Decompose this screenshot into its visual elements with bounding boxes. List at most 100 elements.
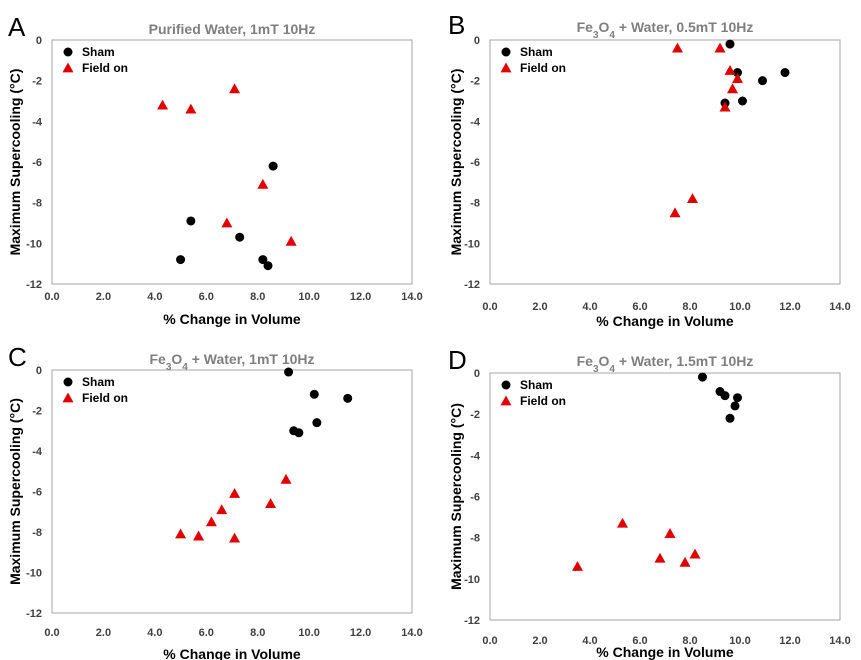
legend-label: Sham [520, 45, 553, 59]
data-point [687, 193, 698, 203]
x-tick-label: 10.0 [729, 635, 750, 647]
series-field-on [669, 42, 743, 218]
x-tick-label: 2.0 [532, 301, 547, 313]
x-tick-label: 6.0 [632, 301, 647, 313]
x-tick-label: 0.0 [482, 301, 497, 313]
x-tick-label: 6.0 [632, 635, 647, 647]
data-point [284, 367, 294, 377]
x-tick-label: 8.0 [682, 301, 697, 313]
data-point [205, 516, 217, 527]
panel-letter: B [448, 10, 465, 40]
y-tick-label: -12 [26, 279, 42, 291]
data-point [669, 207, 681, 218]
data-point [689, 548, 701, 559]
x-tick-label: 0.0 [44, 291, 59, 303]
series-field-on [157, 83, 297, 246]
x-tick-label: 4.0 [582, 301, 597, 313]
y-tick-label: -4 [470, 116, 481, 128]
legend: Sham Field on [62, 45, 128, 75]
data-point [343, 393, 353, 403]
y-tick-label: -6 [470, 492, 480, 504]
plot-area [51, 369, 413, 614]
data-point [732, 73, 743, 84]
legend-label: Field on [82, 391, 128, 405]
data-point [727, 83, 738, 94]
x-tick-label: 4.0 [147, 627, 162, 639]
data-point [257, 178, 269, 189]
data-point [664, 528, 676, 538]
x-tick-label: 8.0 [682, 635, 697, 647]
chart-panel-c: C Fe3O4 + Water, 1mT 10Hz 0 -2 -4 -6 -8 -10 -120… [7, 342, 423, 660]
x-tick-label: 8.0 [250, 627, 265, 639]
x-tick-label: 12.0 [779, 635, 800, 647]
data-point [229, 532, 241, 543]
x-tick-label: 14.0 [829, 635, 850, 647]
legend-label: Field on [520, 394, 566, 408]
y-tick-label: -6 [470, 157, 480, 169]
x-tick-label: 10.0 [298, 627, 319, 639]
legend-marker [63, 47, 73, 57]
x-tick-label: 4.0 [582, 635, 597, 647]
plot-area [489, 39, 841, 285]
y-tick-label: 0 [36, 365, 42, 377]
legend-label: Sham [82, 45, 115, 59]
legend-label: Sham [82, 375, 115, 389]
x-tick-label: 4.0 [147, 291, 162, 303]
x-tick-label: 0.0 [482, 635, 497, 647]
data-point [268, 161, 278, 171]
legend-marker [62, 62, 74, 73]
chart-panel-b: B Fe3O4 + Water, 0.5mT 10Hz 0 -2 -4 -6 -8 -10 -1… [448, 10, 851, 329]
x-tick-label: 12.0 [350, 627, 371, 639]
x-axis-label: % Change in Volume [163, 646, 301, 660]
y-tick-label: -8 [470, 198, 480, 210]
x-tick-label: 6.0 [199, 627, 214, 639]
y-axis-label: Maximum Supercooling (°C) [7, 69, 23, 256]
data-point [216, 504, 228, 515]
legend-marker [62, 392, 74, 403]
data-point [758, 76, 767, 86]
y-tick-label: 0 [474, 368, 480, 380]
legend: Sham Field on [500, 45, 566, 75]
data-point [185, 103, 197, 114]
y-tick-label: -4 [32, 116, 43, 128]
y-tick-label: -8 [470, 533, 480, 545]
data-point [714, 42, 726, 53]
x-tick-label: 14.0 [401, 627, 422, 639]
y-tick-label: 0 [474, 35, 480, 47]
data-point [294, 428, 304, 438]
x-tick-label: 2.0 [96, 291, 111, 303]
y-tick-label: -6 [32, 157, 42, 169]
y-tick-label: -4 [470, 450, 481, 462]
chart-title: Fe3O4 + Water, 0.5mT 10Hz [577, 19, 754, 41]
data-point [780, 68, 790, 78]
data-point [258, 255, 268, 265]
data-point [719, 101, 731, 112]
x-tick-label: 14.0 [401, 291, 422, 303]
x-axis-label: % Change in Volume [163, 311, 301, 327]
legend-marker [63, 377, 73, 387]
panel-letter: C [8, 342, 27, 372]
data-point [263, 261, 273, 271]
x-tick-label: 10.0 [729, 301, 750, 313]
data-point [698, 372, 707, 382]
panel-letter: D [448, 345, 467, 375]
x-tick-label: 8.0 [250, 291, 265, 303]
panel-letter: A [8, 12, 26, 42]
legend-marker [501, 47, 511, 57]
data-point [724, 65, 736, 75]
data-point [221, 217, 233, 228]
y-tick-label: -2 [470, 409, 480, 421]
legend-marker [500, 395, 512, 406]
y-tick-label: -8 [32, 198, 42, 210]
y-tick-label: -10 [464, 238, 480, 250]
x-tick-label: 12.0 [779, 301, 800, 313]
x-tick-label: 2.0 [532, 635, 547, 647]
data-point [309, 389, 319, 399]
legend-marker [501, 380, 511, 390]
chart-title: Purified Water, 1mT 10Hz [149, 21, 316, 37]
x-tick-label: 2.0 [96, 627, 111, 639]
data-point [730, 401, 740, 411]
legend-marker [500, 62, 512, 73]
data-point [720, 391, 730, 401]
